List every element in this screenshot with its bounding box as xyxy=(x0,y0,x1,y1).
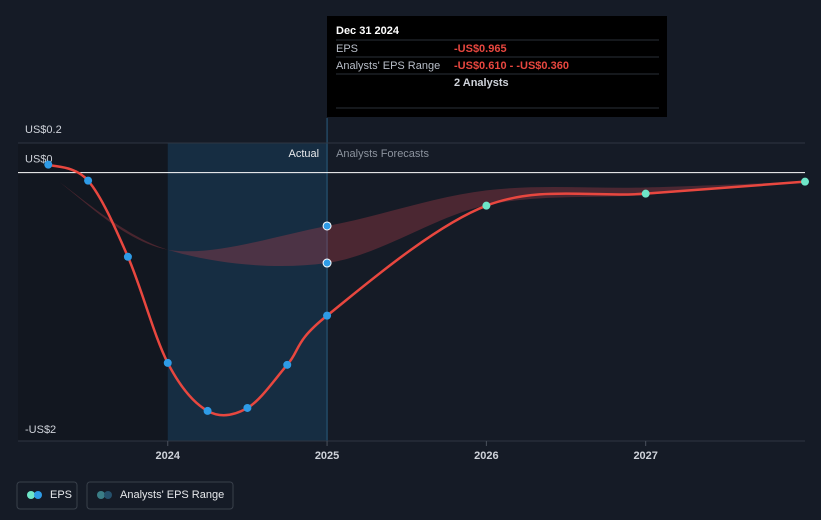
tooltip-key: Analysts' EPS Range xyxy=(336,60,440,72)
eps-point xyxy=(243,403,252,412)
eps-point xyxy=(482,201,491,210)
range-point xyxy=(322,221,332,231)
tooltip-box xyxy=(327,16,667,117)
region-label: Actual xyxy=(288,148,319,160)
range-point xyxy=(322,258,332,268)
legend-label: EPS xyxy=(50,489,72,501)
x-tick-label: 2025 xyxy=(315,450,339,462)
eps-point xyxy=(163,358,172,367)
tooltip: Dec 31 2024 EPS -US$0.965 Analysts' EPS Ran… xyxy=(327,16,667,117)
legend-label: Analysts' EPS Range xyxy=(120,489,224,501)
tooltip-value: 2 Analysts xyxy=(454,77,509,89)
eps-point xyxy=(123,252,132,261)
eps-line xyxy=(47,163,806,417)
eps-point xyxy=(283,360,292,369)
legend: EPS Analysts' EPS Range xyxy=(16,481,234,510)
legend-swatch xyxy=(27,491,35,499)
region-label: Analysts Forecasts xyxy=(336,148,429,160)
eps-point xyxy=(44,160,53,169)
legend-swatch xyxy=(34,491,42,499)
range-band xyxy=(56,180,806,267)
eps-point xyxy=(84,176,93,185)
y-tick-label: -US$2 xyxy=(25,424,56,436)
eps-point xyxy=(801,177,809,186)
legend-item xyxy=(16,481,78,510)
x-tick-label: 2027 xyxy=(633,450,657,462)
y-tick-label: US$0.2 xyxy=(25,124,62,136)
highlight-region xyxy=(167,143,328,441)
legend-swatch xyxy=(97,491,105,499)
tooltip-date: Dec 31 2024 xyxy=(336,25,400,37)
x-tick-label: 2026 xyxy=(474,450,498,462)
past-region xyxy=(18,143,168,441)
tooltip-value: -US$0.610 - -US$0.360 xyxy=(454,60,569,72)
eps-point xyxy=(323,311,332,320)
tooltip-value: -US$0.965 xyxy=(454,43,507,55)
tooltip-key: EPS xyxy=(336,43,358,55)
legend-swatch xyxy=(104,491,112,499)
legend-item xyxy=(86,481,234,510)
eps-point xyxy=(641,189,650,198)
x-tick-label: 2024 xyxy=(156,450,181,462)
eps-point xyxy=(203,406,212,415)
